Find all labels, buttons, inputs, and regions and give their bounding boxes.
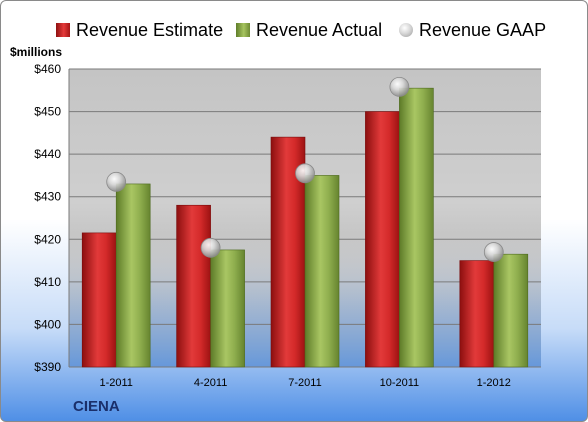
legend-label-revenue-gaap: Revenue GAAP [419, 19, 547, 40]
x-tick-label-7-2011: 7-2011 [288, 377, 321, 389]
legend-swatch-revenue-gaap [399, 23, 413, 37]
legend-label-revenue-actual: Revenue Actual [256, 19, 383, 40]
x-tick-label-4-2011: 4-2011 [194, 377, 227, 389]
bar-revenue-estimate-10-2011 [365, 111, 400, 368]
bar-revenue-estimate-4-2011 [176, 204, 211, 368]
y-tick-label-410: $410 [34, 275, 61, 289]
y-tick-label-460: $460 [34, 62, 61, 76]
marker-revenue-gaap-7-2011 [295, 163, 315, 184]
bar-revenue-estimate-1-2012 [459, 260, 495, 368]
bar-revenue-estimate-1-2011 [81, 232, 117, 368]
legend-swatch-revenue-estimate [56, 23, 70, 37]
marker-revenue-gaap-4-2011 [200, 237, 221, 258]
bar-revenue-actual-1-2012 [493, 253, 529, 368]
legend-item-revenue-gaap: Revenue GAAP [399, 17, 546, 43]
bar-revenue-actual-4-2011 [210, 249, 245, 368]
bar-revenue-actual-1-2011 [115, 183, 151, 368]
y-tick-label-420: $420 [34, 232, 61, 246]
marker-revenue-gaap-10-2011 [389, 76, 410, 97]
legend-swatch-revenue-actual [236, 23, 250, 37]
marker-revenue-gaap-1-2012 [483, 242, 504, 262]
y-tick-label-430: $430 [34, 190, 61, 204]
x-tick-label-1-2011: 1-2011 [99, 377, 132, 389]
y-tick-label-400: $400 [34, 317, 61, 331]
unit-label: $millions [10, 45, 63, 59]
legend-item-revenue-estimate: Revenue Estimate [56, 17, 223, 43]
bar-revenue-actual-7-2011 [304, 175, 340, 368]
legend-item-revenue-actual: Revenue Actual [236, 17, 382, 43]
marker-revenue-gaap-1-2011 [106, 171, 127, 192]
x-tick-label-10-2011: 10-2011 [380, 377, 420, 389]
legend-label-revenue-estimate: Revenue Estimate [76, 19, 224, 40]
legend: Revenue Estimate Revenue Actual Revenue … [1, 17, 587, 43]
y-tick-label-440: $440 [34, 147, 61, 161]
company-name: CIENA [73, 398, 120, 415]
y-tick-label-390: $390 [34, 360, 61, 374]
x-tick-label-1-2012: 1-2012 [477, 377, 511, 389]
bar-revenue-actual-10-2011 [399, 87, 434, 368]
y-tick-label-450: $450 [34, 105, 61, 119]
